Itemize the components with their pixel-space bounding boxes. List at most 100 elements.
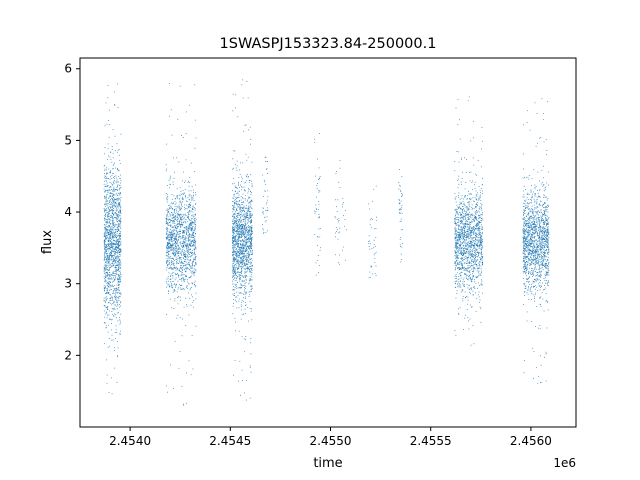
data-point [193, 245, 195, 247]
data-point [184, 250, 186, 251]
data-point [460, 220, 462, 222]
data-point [115, 256, 116, 258]
data-point [251, 180, 252, 182]
data-point [179, 268, 181, 270]
data-point [118, 229, 119, 231]
data-point [235, 187, 237, 189]
data-point [109, 238, 111, 240]
data-point [242, 193, 244, 195]
data-point [457, 267, 459, 269]
data-point [232, 223, 234, 224]
data-point [118, 240, 119, 242]
data-point [251, 243, 252, 245]
data-point [170, 364, 172, 366]
data-point [245, 195, 247, 196]
data-point [103, 276, 105, 278]
data-point [466, 208, 468, 210]
data-point [186, 247, 188, 248]
data-point [238, 203, 240, 205]
data-point [194, 252, 196, 254]
data-point [174, 283, 176, 285]
data-point [109, 182, 111, 183]
data-point [247, 263, 249, 265]
data-point [107, 257, 109, 258]
data-point [233, 228, 235, 230]
data-point [172, 275, 174, 277]
data-point [234, 224, 236, 226]
data-point [251, 215, 253, 216]
data-point [106, 208, 107, 210]
data-point [472, 278, 473, 280]
data-point [232, 229, 234, 230]
data-point [108, 259, 110, 261]
data-point [108, 277, 110, 279]
data-point [186, 215, 188, 217]
data-point [114, 296, 115, 298]
data-point [108, 258, 109, 260]
data-point [478, 215, 479, 217]
data-point [117, 246, 119, 248]
data-point [191, 218, 193, 220]
data-point [459, 264, 461, 265]
data-point [246, 235, 248, 237]
data-point [251, 248, 253, 250]
data-point [249, 181, 250, 183]
data-point [235, 235, 237, 237]
data-point [187, 243, 189, 245]
data-point [110, 250, 112, 252]
data-point [117, 217, 119, 219]
data-point [251, 230, 253, 232]
data-point [171, 240, 172, 242]
data-point [184, 235, 186, 237]
data-point [191, 234, 193, 236]
data-point [181, 271, 183, 273]
data-point [171, 264, 172, 265]
data-point [241, 267, 243, 269]
data-point [239, 211, 241, 213]
data-point [375, 185, 377, 187]
data-point [110, 214, 112, 216]
data-point [165, 221, 167, 222]
data-point [232, 267, 234, 269]
data-point [111, 259, 113, 261]
data-point [168, 243, 169, 245]
data-point [368, 241, 370, 242]
data-point [250, 204, 252, 206]
data-point [472, 244, 474, 246]
data-point [232, 272, 234, 274]
data-point [232, 215, 234, 217]
data-point [167, 244, 168, 246]
data-point [110, 182, 112, 184]
data-point [189, 248, 191, 250]
data-point [245, 276, 246, 277]
data-point [238, 267, 240, 269]
data-point [195, 184, 197, 186]
data-point [455, 257, 456, 259]
data-point [251, 274, 253, 276]
data-point [249, 282, 251, 284]
data-point [182, 272, 183, 274]
data-point [251, 249, 253, 251]
data-point [173, 248, 175, 250]
data-point [240, 236, 242, 238]
data-point [375, 265, 377, 267]
data-point [104, 210, 106, 212]
data-point [118, 204, 119, 206]
data-point [114, 248, 115, 250]
data-point [240, 199, 242, 201]
data-point [109, 264, 111, 266]
data-point [171, 237, 173, 239]
data-point [477, 202, 479, 203]
data-point [105, 327, 107, 328]
data-point [457, 232, 459, 234]
data-point [176, 233, 178, 235]
data-point [244, 245, 246, 246]
data-point [248, 226, 250, 228]
data-point [117, 185, 119, 187]
data-point [455, 334, 457, 336]
data-point [250, 221, 252, 223]
data-point [192, 222, 194, 224]
data-point [118, 238, 120, 240]
data-point [166, 280, 167, 282]
data-point [242, 380, 243, 382]
